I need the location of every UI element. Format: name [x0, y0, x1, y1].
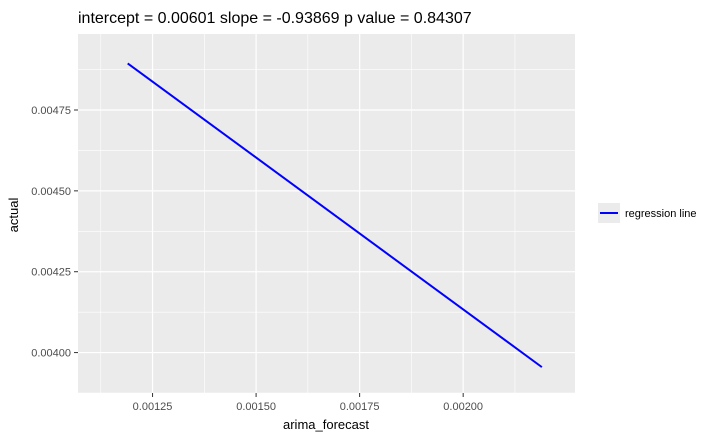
x-tick-label: 0.00125 [133, 401, 173, 413]
chart-title: intercept = 0.00601 slope = -0.93869 p v… [78, 10, 472, 27]
y-axis: 0.00400 0.00425 0.00450 0.00475 [31, 105, 78, 360]
panel-background [78, 34, 575, 393]
y-tick-label: 0.00475 [31, 105, 71, 117]
x-tick-label: 0.00200 [443, 401, 483, 413]
y-tick-label: 0.00400 [31, 348, 71, 360]
y-axis-title: actual [6, 198, 21, 233]
legend: regression line [598, 203, 697, 223]
regression-line-series [127, 62, 543, 368]
x-axis-title: arima_forecast [283, 417, 369, 432]
plot-panel [78, 34, 575, 394]
y-tick-label: 0.00450 [31, 186, 71, 198]
y-tick-label: 0.00425 [31, 267, 71, 279]
legend-label: regression line [625, 208, 697, 220]
x-tick-label: 0.00175 [340, 401, 380, 413]
x-axis: 0.00125 0.00150 0.00175 0.00200 [133, 393, 483, 413]
x-tick-label: 0.00150 [236, 401, 276, 413]
